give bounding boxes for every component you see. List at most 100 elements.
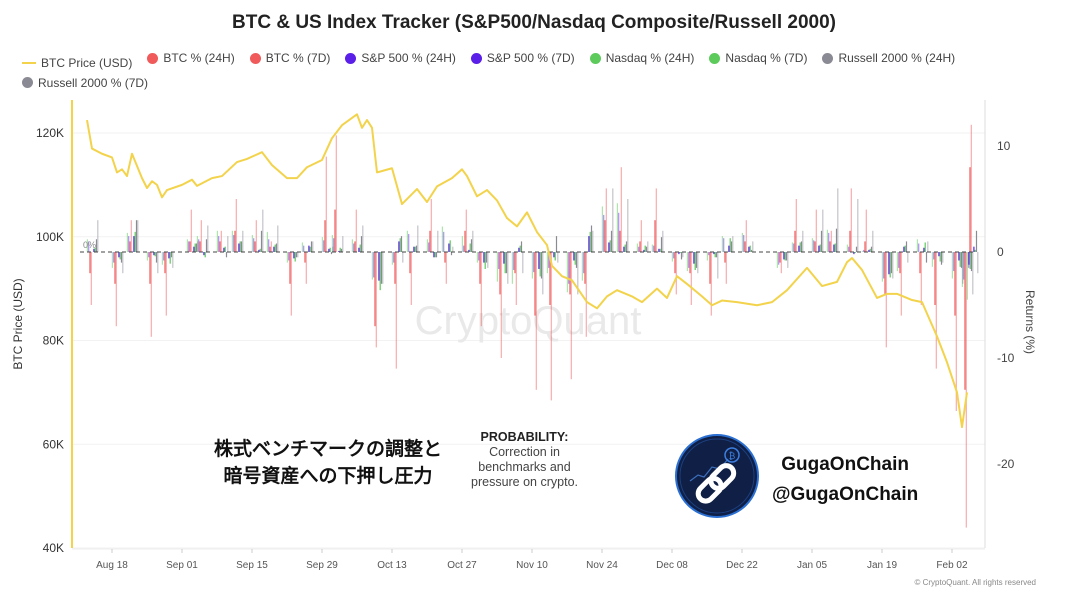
- return-bar: [942, 252, 944, 263]
- return-bar: [394, 252, 396, 284]
- probability-annotation: PROBABILITY: Correction in benchmarks an…: [452, 430, 597, 490]
- return-bar: [903, 246, 905, 252]
- return-bar: [907, 252, 909, 263]
- return-bar: [340, 248, 343, 252]
- return-bar: [203, 252, 205, 256]
- return-bar: [835, 228, 838, 252]
- return-bar: [270, 241, 272, 252]
- return-bar: [783, 252, 785, 260]
- return-bar: [522, 252, 524, 274]
- return-bar: [662, 230, 664, 252]
- return-bar: [714, 252, 716, 258]
- return-bar: [154, 252, 156, 257]
- return-bar: [682, 252, 684, 258]
- return-bar: [939, 252, 941, 262]
- return-bar: [485, 252, 488, 263]
- return-bar: [609, 240, 611, 252]
- return-bar: [487, 252, 489, 268]
- return-bar: [964, 252, 966, 390]
- return-bar: [674, 252, 676, 274]
- return-bar: [968, 252, 970, 268]
- return-bar: [472, 230, 474, 252]
- return-bar: [623, 246, 625, 252]
- return-bar: [538, 252, 540, 269]
- series-s-p-500-24h-: [93, 236, 975, 281]
- return-bar: [546, 252, 548, 274]
- return-bar: [128, 236, 130, 252]
- return-bar: [884, 252, 886, 295]
- legend-item[interactable]: BTC % (7D): [249, 48, 330, 68]
- return-bar: [793, 243, 795, 252]
- return-bar: [262, 209, 264, 252]
- return-bar: [190, 209, 192, 252]
- return-bar: [434, 252, 436, 258]
- return-bar: [710, 252, 712, 316]
- return-bar: [268, 239, 270, 252]
- return-bar: [549, 252, 551, 305]
- return-bar: [870, 246, 873, 252]
- return-bar: [822, 209, 824, 252]
- x-tick-label: Dec 22: [726, 560, 758, 571]
- return-bar: [448, 243, 450, 252]
- return-bar: [750, 249, 753, 252]
- return-bar: [195, 243, 198, 252]
- return-bar: [379, 252, 381, 291]
- return-bar: [654, 220, 656, 252]
- return-bar: [644, 245, 646, 252]
- return-bar: [951, 252, 953, 279]
- return-bar: [776, 252, 778, 268]
- return-bar: [161, 252, 163, 265]
- return-bar: [207, 225, 209, 252]
- return-bar: [470, 239, 473, 252]
- legend-item[interactable]: BTC Price (USD): [22, 53, 132, 73]
- return-bar: [219, 241, 221, 252]
- return-bar: [157, 252, 159, 274]
- return-bar: [165, 252, 167, 316]
- return-bar: [970, 252, 973, 272]
- legend-item[interactable]: Nasdaq % (7D): [709, 48, 807, 68]
- legend-label: S&P 500 % (7D): [486, 51, 575, 65]
- series-russell-2000-7d-: [97, 188, 979, 295]
- return-bar: [555, 236, 558, 252]
- return-bar: [513, 252, 515, 271]
- return-bar: [303, 245, 305, 252]
- return-bar: [916, 239, 918, 252]
- return-bar: [640, 220, 642, 252]
- return-bar: [428, 242, 430, 252]
- legend-item[interactable]: Nasdaq % (24H): [589, 48, 694, 68]
- return-bar: [339, 247, 341, 252]
- return-bar: [540, 252, 543, 279]
- x-tick-label: Jan 19: [867, 560, 897, 571]
- jp-line-2: 暗号資産への下押し圧力: [223, 465, 433, 487]
- return-bar: [155, 252, 158, 263]
- return-bar: [573, 252, 575, 261]
- return-bar: [752, 241, 754, 252]
- return-bar: [923, 247, 925, 252]
- return-bar: [400, 236, 403, 252]
- return-bar: [864, 241, 866, 252]
- return-bar: [333, 238, 335, 252]
- return-bar: [749, 245, 751, 252]
- brand: GugaOnChain @GugaOnChain: [772, 450, 918, 510]
- legend-item[interactable]: Russell 2000 % (7D): [22, 73, 148, 93]
- legend-item[interactable]: BTC % (24H): [147, 48, 235, 68]
- return-bar: [787, 252, 789, 268]
- return-bar: [620, 167, 622, 252]
- return-bar: [659, 248, 661, 252]
- y-right-tick-label: 0: [997, 245, 1004, 259]
- return-bar: [331, 235, 333, 252]
- return-bar: [689, 252, 691, 274]
- legend-item[interactable]: Russell 2000 % (24H): [822, 48, 955, 68]
- legend-item[interactable]: S&P 500 % (7D): [470, 48, 575, 68]
- return-bar: [351, 239, 353, 252]
- return-bar: [398, 241, 400, 252]
- return-bar: [800, 241, 803, 252]
- return-bar: [744, 241, 746, 252]
- return-bar: [371, 252, 373, 280]
- y-right-label: Returns (%): [1023, 290, 1037, 354]
- return-bar: [189, 241, 191, 252]
- return-bar: [253, 238, 255, 252]
- return-bar: [548, 252, 550, 268]
- return-bar: [113, 252, 115, 263]
- legend-item[interactable]: S&P 500 % (24H): [345, 48, 456, 68]
